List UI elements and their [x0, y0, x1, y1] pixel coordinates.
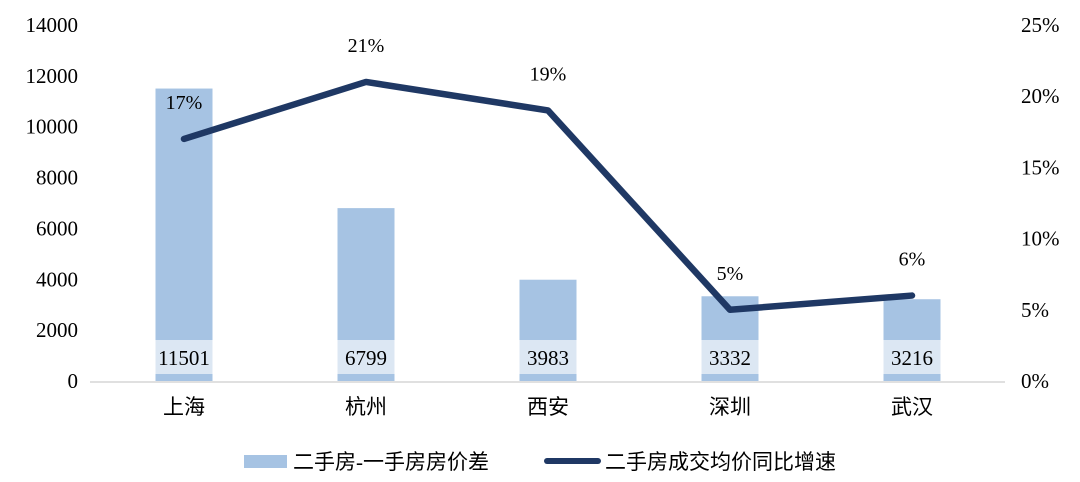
- category-label: 杭州: [345, 395, 387, 419]
- bar-value-label: 6799: [345, 346, 387, 370]
- bar-value-label-box: [155, 340, 213, 374]
- bar-value-label-box: [519, 340, 577, 374]
- bar-value-label-box: [337, 340, 395, 374]
- category-label: 深圳: [709, 395, 751, 419]
- left-axis-tick: 10000: [26, 115, 79, 139]
- bar-swatch-icon: [244, 454, 287, 468]
- left-axis-tick: 12000: [26, 64, 79, 88]
- left-axis-tick: 0: [68, 369, 79, 393]
- combo-chart: 14000 12000 10000 8000 6000 4000 2000 0 25% 20% 15…: [26, 13, 1060, 419]
- line-series: [180, 78, 916, 314]
- legend-label-bar: 二手房-一手房房价差: [293, 450, 489, 474]
- left-axis-tick: 8000: [36, 166, 78, 190]
- left-axis-tick: 6000: [36, 216, 78, 240]
- bar-value-label: 3332: [709, 346, 751, 370]
- right-axis-tick: 25%: [1021, 13, 1060, 37]
- category-label: 上海: [163, 395, 205, 419]
- right-axis-tick: 20%: [1021, 84, 1060, 108]
- line-point-label: 17%: [166, 92, 203, 114]
- bar-value-label: 3216: [891, 346, 933, 370]
- right-axis-tick: 0%: [1021, 369, 1049, 393]
- legend-label-line: 二手房成交均价同比增速: [605, 450, 836, 474]
- bar-value-label-box: [701, 340, 759, 374]
- bar-value-label: 11501: [158, 346, 210, 370]
- line-point-label: 19%: [530, 63, 567, 85]
- left-axis-tick: 14000: [26, 13, 79, 37]
- category-label: 武汉: [891, 395, 933, 419]
- right-axis-tick: 10%: [1021, 227, 1060, 251]
- bar-value-label: 3983: [527, 346, 569, 370]
- bar-value-label-box: [883, 340, 941, 374]
- right-axis-tick: 15%: [1021, 155, 1060, 179]
- line-point-label: 6%: [899, 249, 926, 271]
- left-axis-tick: 4000: [36, 267, 78, 291]
- line-point-label: 21%: [348, 35, 385, 57]
- left-axis-tick: 2000: [36, 318, 78, 342]
- legend-item-line: 二手房成交均价同比增速: [544, 446, 836, 476]
- legend-item-bar: 二手房-一手房房价差: [244, 446, 489, 476]
- right-axis-tick: 5%: [1021, 298, 1049, 322]
- category-label: 西安: [527, 395, 569, 419]
- line-swatch-icon: [544, 458, 601, 464]
- legend: 二手房-一手房房价差 二手房成交均价同比增速: [0, 446, 1080, 476]
- line-point-label: 5%: [717, 263, 744, 285]
